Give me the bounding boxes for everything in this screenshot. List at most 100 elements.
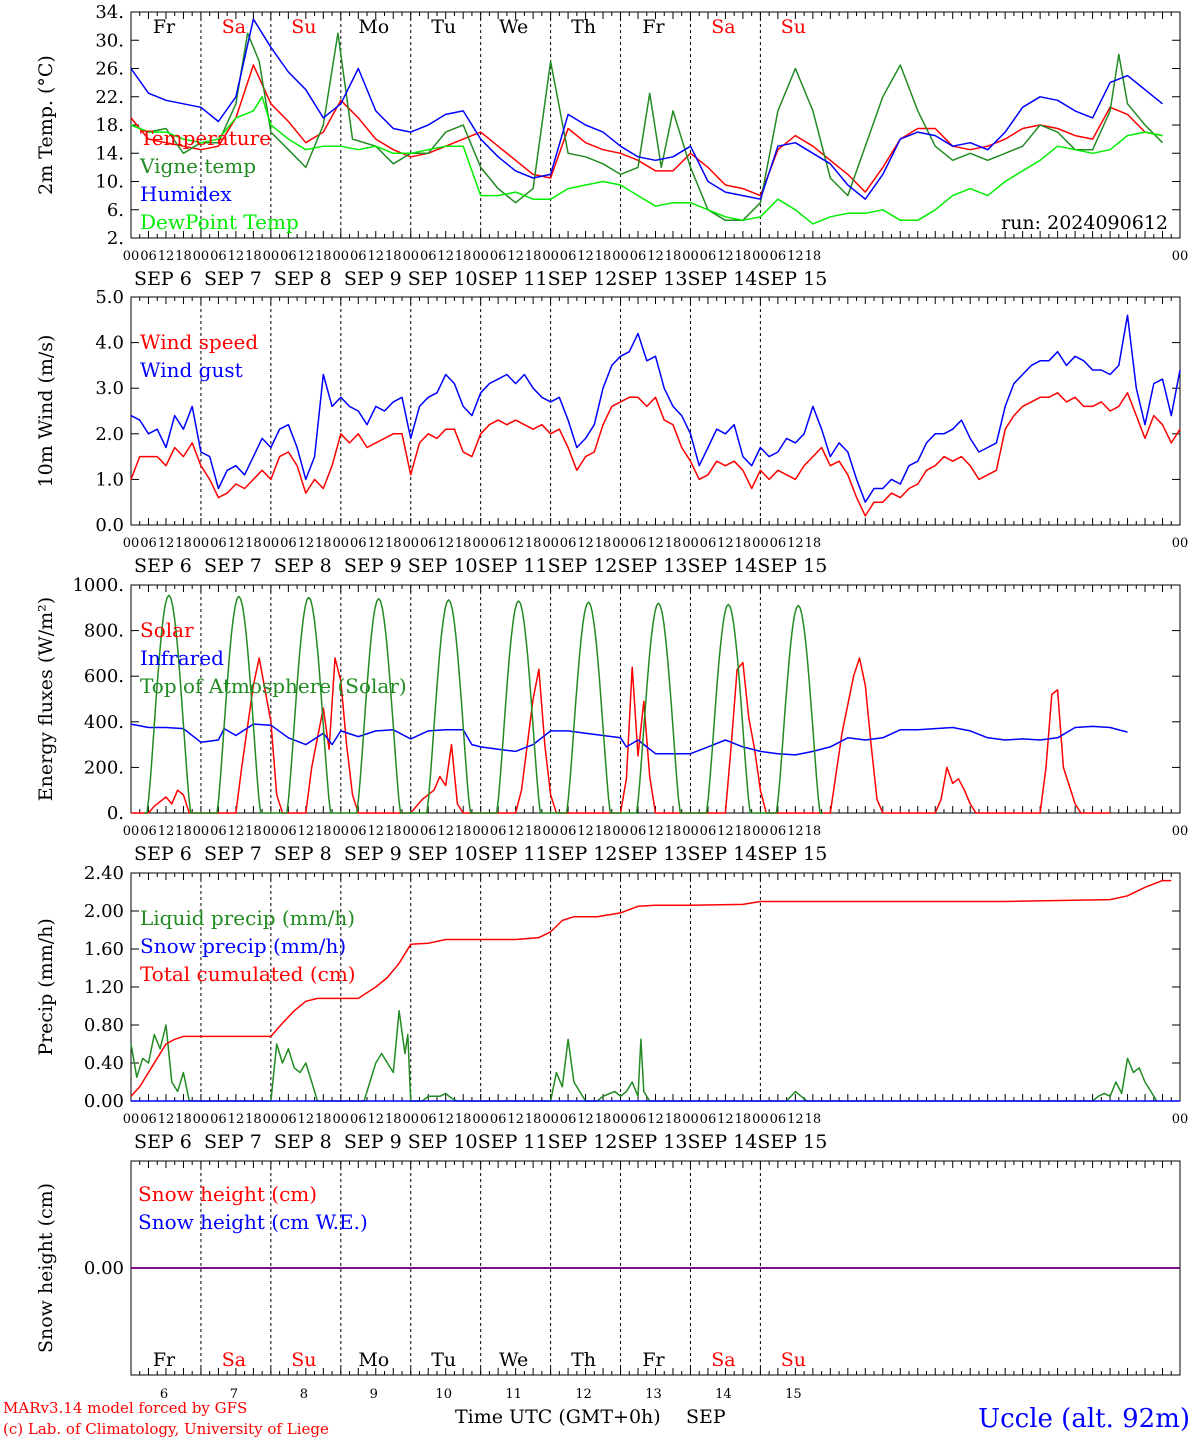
date-label: SEP 15 xyxy=(757,1131,827,1153)
hour-label: 18 xyxy=(315,824,332,839)
day-name: Su xyxy=(291,16,316,38)
hour-label: 00 xyxy=(752,824,769,839)
hour-label: 18 xyxy=(805,249,822,264)
series-line xyxy=(130,96,1163,225)
series-line xyxy=(130,18,1163,200)
legend-entry: Top of Atmosphere (Solar) xyxy=(140,674,407,698)
hour-label: 18 xyxy=(455,1112,472,1127)
hour-label: 06 xyxy=(210,824,227,839)
hour-label: 06 xyxy=(630,536,647,551)
hour-label: 06 xyxy=(280,249,297,264)
hour-label: 12 xyxy=(647,1112,664,1127)
series-line xyxy=(130,1010,1158,1102)
hour-label: 00 xyxy=(682,824,699,839)
time-axis-label: Time UTC (GMT+0h) xyxy=(455,1406,661,1428)
hour-label: 00 xyxy=(1172,1112,1189,1127)
hour-label: 00 xyxy=(472,536,489,551)
date-label: SEP 9 xyxy=(344,268,402,290)
hour-label: 18 xyxy=(665,536,682,551)
y-tick-label: 18. xyxy=(95,115,124,136)
hour-label: 00 xyxy=(472,1112,489,1127)
hour-label: 00 xyxy=(752,1112,769,1127)
hour-label: 12 xyxy=(367,249,384,264)
y-tick-label: 1.20 xyxy=(84,977,124,998)
hour-label: 00 xyxy=(123,1112,140,1127)
hour-label: 06 xyxy=(700,536,717,551)
legend-entry: Solar xyxy=(140,618,194,642)
hour-label: 12 xyxy=(158,1112,175,1127)
hour-label: 18 xyxy=(595,1112,612,1127)
hour-label: 06 xyxy=(420,249,437,264)
y-tick-label: 30. xyxy=(95,30,124,51)
day-name: Fr xyxy=(153,16,176,38)
day-name: Th xyxy=(571,1349,596,1371)
legend-entry: Liquid precip (mm/h) xyxy=(140,906,355,930)
hour-label: 06 xyxy=(280,824,297,839)
hour-label: 06 xyxy=(490,1112,507,1127)
hour-label: 12 xyxy=(717,536,734,551)
hour-label: 18 xyxy=(455,249,472,264)
hour-label: 18 xyxy=(525,249,542,264)
hour-label: 00 xyxy=(123,536,140,551)
y-tick-label: 2.0 xyxy=(95,424,124,445)
legend-entry: Humidex xyxy=(140,182,232,206)
hour-label: 18 xyxy=(735,249,752,264)
hour-label: 06 xyxy=(490,824,507,839)
day-name: Sa xyxy=(222,1349,246,1371)
plot-frame xyxy=(130,584,1181,814)
hour-label: 00 xyxy=(682,1112,699,1127)
y-tick-label: 4.0 xyxy=(95,333,124,354)
hour-label: 18 xyxy=(175,536,192,551)
day-number: 12 xyxy=(575,1387,592,1402)
y-tick-label: 14. xyxy=(95,143,124,164)
y-tick-label: 1000. xyxy=(72,575,124,596)
hour-label: 06 xyxy=(350,536,367,551)
panel-3: 0. 200. 400. 600. 800. 1000. Energy fluxes (W/… xyxy=(35,575,1188,865)
hour-label: 00 xyxy=(263,249,280,264)
hour-label: 18 xyxy=(315,536,332,551)
hour-label: 12 xyxy=(228,1112,245,1127)
date-label: SEP 8 xyxy=(274,1131,332,1153)
hour-label: 12 xyxy=(437,1112,454,1127)
hour-label: 06 xyxy=(140,536,157,551)
hour-label: 12 xyxy=(577,536,594,551)
date-label: SEP 10 xyxy=(408,1131,478,1153)
y-tick-label: 0.80 xyxy=(84,1015,124,1036)
hour-label: 12 xyxy=(577,1112,594,1127)
date-label: SEP 10 xyxy=(408,268,478,290)
day-name: Tu xyxy=(431,1349,456,1371)
hour-label: 06 xyxy=(210,536,227,551)
day-name: Fr xyxy=(153,1349,176,1371)
hour-label: 12 xyxy=(577,249,594,264)
day-number: 14 xyxy=(715,1387,732,1402)
day-number: 10 xyxy=(435,1387,452,1402)
date-label: SEP 11 xyxy=(478,1131,548,1153)
y-tick-label: 6. xyxy=(107,200,124,221)
date-label: SEP 12 xyxy=(548,555,618,577)
hour-label: 06 xyxy=(350,1112,367,1127)
hour-label: 00 xyxy=(472,824,489,839)
hour-label: 00 xyxy=(333,249,350,264)
hour-label: 18 xyxy=(595,824,612,839)
date-label: SEP 6 xyxy=(134,1131,192,1153)
hour-label: 00 xyxy=(542,249,559,264)
hour-label: 00 xyxy=(612,249,629,264)
y-tick-label: 200. xyxy=(84,757,124,778)
hour-label: 06 xyxy=(420,536,437,551)
day-name: Sa xyxy=(222,16,246,38)
hour-label: 12 xyxy=(228,536,245,551)
y-tick-label: 5.0 xyxy=(95,287,124,308)
y-axis-label: Precip (mm/h) xyxy=(35,918,57,1056)
hour-label: 00 xyxy=(682,249,699,264)
hour-label: 18 xyxy=(385,1112,402,1127)
hour-label: 18 xyxy=(735,824,752,839)
hour-label: 12 xyxy=(787,249,804,264)
station-label: Uccle (alt. 92m) xyxy=(978,1404,1190,1434)
hour-label: 18 xyxy=(665,1112,682,1127)
hour-label: 00 xyxy=(333,536,350,551)
hour-label: 18 xyxy=(805,824,822,839)
y-tick-label: 22. xyxy=(95,87,124,108)
hour-label: 12 xyxy=(647,536,664,551)
hour-label: 06 xyxy=(700,824,717,839)
hour-label: 18 xyxy=(455,824,472,839)
